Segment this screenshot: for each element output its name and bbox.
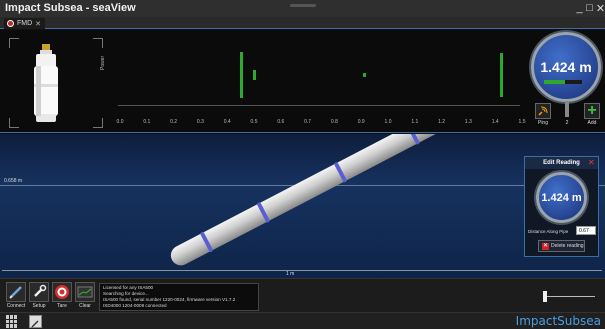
frame-corner-icon	[9, 38, 19, 48]
distance-input[interactable]	[576, 226, 596, 235]
reading-value: 1.424 m	[541, 191, 582, 204]
range-value: 1.424 m	[540, 59, 592, 75]
frame-corner-icon	[93, 118, 103, 128]
x-tick-label: 0.7	[304, 119, 312, 125]
connect-label: Connect	[6, 303, 26, 309]
title-bar: Impact Subsea - seaView _ □ ✕	[0, 0, 605, 17]
pipe	[170, 134, 457, 266]
x-tick-label: 1.2	[438, 119, 446, 125]
x-tick-label: 1.0	[384, 119, 392, 125]
zoom-slider-track[interactable]	[545, 296, 595, 297]
log-line: Searching for device...	[103, 291, 149, 296]
tab-close-icon[interactable]: ✕	[35, 20, 42, 28]
x-tick-label: 0.2	[170, 119, 178, 125]
status-log: Licensed for any ISA500 Searching for de…	[99, 283, 259, 311]
x-tick-label: 0.4	[223, 119, 231, 125]
scale-label: 1 m	[286, 271, 295, 277]
tab-label: FMD	[17, 20, 33, 27]
log-line: Licensed for any ISA500	[103, 285, 154, 290]
tare-button[interactable]	[52, 282, 72, 302]
connect-button[interactable]	[6, 282, 26, 302]
delete-label: Delete reading	[551, 243, 584, 249]
tare-label: Tare	[57, 303, 67, 309]
tab-fmd[interactable]: FMD ✕	[4, 18, 46, 29]
brand-logo: ImpactSubsea	[515, 314, 601, 328]
x-tick-label: 0.3	[196, 119, 204, 125]
edit-icon[interactable]	[29, 315, 42, 328]
clear-button[interactable]	[75, 282, 95, 302]
add-button[interactable]: +	[584, 103, 600, 119]
x-tick-label: 1.1	[411, 119, 419, 125]
maximize-button[interactable]: □	[586, 2, 593, 14]
sonar-return-bar	[239, 52, 243, 98]
x-tick-label: 0.9	[357, 119, 365, 125]
pipe-band	[200, 232, 213, 252]
frame-corner-icon	[9, 118, 19, 128]
pipe-band	[334, 162, 347, 183]
pipe-model	[170, 134, 457, 266]
range-indicator-fill	[544, 80, 565, 84]
edit-reading-title: Edit Reading	[525, 157, 598, 169]
x-tick-label: 1.3	[464, 119, 472, 125]
sonar-return-bar	[253, 69, 256, 81]
plus-icon: +	[587, 102, 597, 119]
clear-label: Clear	[79, 303, 91, 309]
scale-bar	[2, 270, 602, 271]
range-gauge: 1.424 m	[531, 32, 601, 102]
zoom-slider-thumb[interactable]	[543, 291, 547, 302]
record-icon	[7, 20, 14, 27]
x-tick-label: 0.5	[250, 119, 258, 125]
setup-label: Setup	[32, 303, 46, 309]
depth-label: 0.658 m	[4, 178, 23, 184]
close-panel-icon[interactable]: ✕	[588, 158, 595, 167]
ping-icon	[538, 106, 548, 116]
tab-bar: FMD ✕	[0, 17, 605, 29]
log-line: ISA500 found, serial number 1220-0024, f…	[103, 297, 236, 302]
bottom-toolbar: Connect Setup Tare Clear Licensed for an…	[0, 278, 605, 312]
sonar-panel: Power 1.424 m Ping 2 + Add 0.0 0.1 0.2 0.3 0…	[0, 30, 605, 133]
x-tick-label: 0.0	[116, 119, 124, 125]
setup-button[interactable]	[29, 282, 49, 302]
sonar-return-bar	[362, 72, 366, 78]
x-tick-label: 1.4	[491, 119, 499, 125]
close-button[interactable]: ✕	[595, 3, 605, 15]
delete-icon: ✕	[542, 242, 549, 250]
sonar-return-bar	[499, 52, 503, 98]
ping-counter: 2	[565, 120, 569, 126]
target-icon	[55, 285, 69, 299]
wrench-icon	[34, 284, 47, 297]
frame-corner-icon	[93, 38, 103, 48]
pipe-band	[257, 202, 270, 223]
edit-reading-panel: Edit Reading ✕ 1.424 m Distance Along Pi…	[524, 156, 599, 257]
status-bar: ImpactSubsea	[0, 312, 605, 329]
minimize-button[interactable]: _	[576, 2, 583, 14]
ping-button[interactable]	[535, 103, 551, 119]
window-grip[interactable]	[290, 4, 316, 7]
y-axis-label: Power	[100, 55, 106, 70]
window-title: Impact Subsea - seaView	[5, 2, 136, 14]
grid-menu-icon[interactable]	[6, 315, 19, 328]
range-indicator-track	[544, 80, 582, 84]
sensor-stem	[565, 101, 569, 117]
distance-label: Distance Along Pipe	[528, 229, 569, 234]
sensor-icon	[34, 44, 58, 122]
connect-icon	[9, 286, 22, 299]
pipe-band	[407, 134, 420, 145]
add-label: Add	[587, 120, 597, 126]
x-tick-label: 0.6	[277, 119, 285, 125]
ping-label: Ping	[537, 120, 548, 126]
clear-graph-icon	[77, 286, 93, 298]
x-tick-label: 0.8	[330, 119, 338, 125]
x-tick-label: 1.5	[518, 119, 526, 125]
reading-gauge: 1.424 m	[536, 172, 587, 223]
x-tick-label: 0.1	[143, 119, 151, 125]
sonar-baseline	[118, 105, 520, 106]
pipe-3d-view[interactable]: 0.658 m 1 m	[0, 134, 605, 278]
delete-reading-button[interactable]: ✕ Delete reading	[538, 240, 585, 252]
log-line: ISD4000 1204-0009 connected	[103, 303, 167, 308]
